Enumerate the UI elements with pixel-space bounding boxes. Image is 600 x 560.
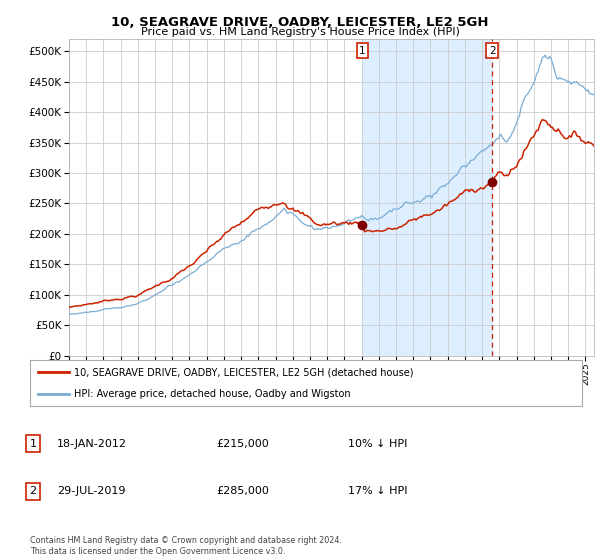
Text: 10, SEAGRAVE DRIVE, OADBY, LEICESTER, LE2 5GH: 10, SEAGRAVE DRIVE, OADBY, LEICESTER, LE… — [111, 16, 489, 29]
Text: £285,000: £285,000 — [216, 487, 269, 496]
Bar — [362, 39, 492, 356]
Text: 29-JUL-2019: 29-JUL-2019 — [57, 487, 125, 496]
Text: 2: 2 — [29, 487, 37, 496]
Text: 1: 1 — [359, 45, 366, 55]
Text: 1: 1 — [29, 439, 37, 449]
Text: 2: 2 — [489, 45, 496, 55]
Text: 18-JAN-2012: 18-JAN-2012 — [57, 439, 127, 449]
Text: 10, SEAGRAVE DRIVE, OADBY, LEICESTER, LE2 5GH (detached house): 10, SEAGRAVE DRIVE, OADBY, LEICESTER, LE… — [74, 367, 413, 377]
Text: 10% ↓ HPI: 10% ↓ HPI — [348, 439, 407, 449]
Text: 17% ↓ HPI: 17% ↓ HPI — [348, 487, 407, 496]
Text: £215,000: £215,000 — [216, 439, 269, 449]
Text: HPI: Average price, detached house, Oadby and Wigston: HPI: Average price, detached house, Oadb… — [74, 389, 351, 399]
Text: Price paid vs. HM Land Registry's House Price Index (HPI): Price paid vs. HM Land Registry's House … — [140, 27, 460, 37]
Text: Contains HM Land Registry data © Crown copyright and database right 2024.
This d: Contains HM Land Registry data © Crown c… — [30, 536, 342, 556]
